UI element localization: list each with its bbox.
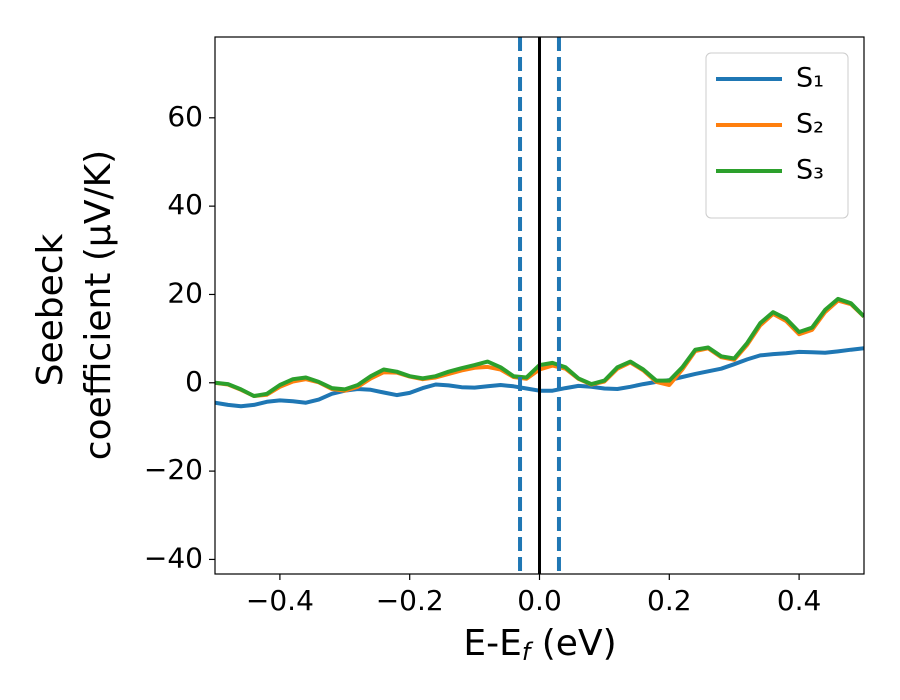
plot <box>215 37 864 574</box>
x-tick-label: 0.2 <box>647 584 692 617</box>
y-tick-label: −40 <box>144 541 203 574</box>
legend-box <box>705 52 849 219</box>
y-tick-label: 60 <box>167 100 203 133</box>
x-axis-label: E-Ef (eV) <box>463 623 616 666</box>
legend-label: S₂ <box>796 109 824 140</box>
x-tick-label: −0.2 <box>376 584 444 617</box>
y-tick-label: −20 <box>144 453 203 486</box>
x-label-part: (eV) <box>530 623 616 664</box>
legend-label: S₁ <box>796 63 824 94</box>
y-tick-label: 20 <box>167 276 203 309</box>
y-tick-label: 40 <box>167 188 203 221</box>
y-axis-label: coefficient (μV/K) <box>78 150 119 460</box>
x-label-part: E-E <box>463 623 521 664</box>
y-axis-label: Seebeck <box>30 233 71 386</box>
x-tick-label: 0.4 <box>777 584 822 617</box>
x-tick-label: 0.0 <box>517 584 562 617</box>
x-tick-label: −0.4 <box>246 584 314 617</box>
legend-label: S₃ <box>796 155 824 186</box>
y-tick-label: 0 <box>185 365 203 398</box>
